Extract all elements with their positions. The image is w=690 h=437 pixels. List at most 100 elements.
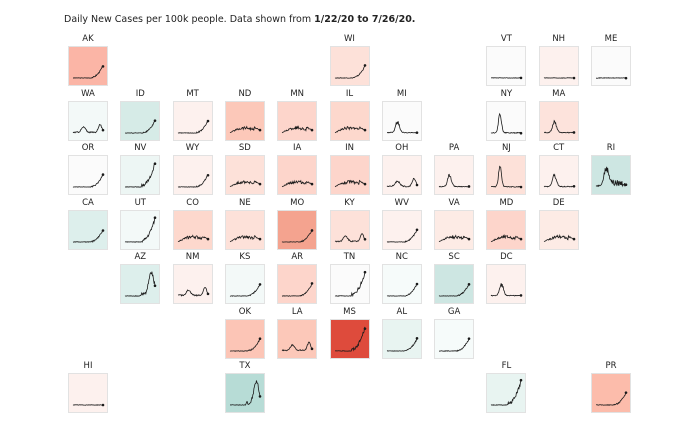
sparkline-endpoint [624,183,628,187]
sparkline-chart [386,282,419,297]
state-tile-ok: OK [220,305,270,361]
sparkline-path [177,287,208,297]
sparkline-path [72,229,104,243]
state-label: CA [82,197,94,208]
sparkline-endpoint [258,395,262,398]
state-label: CT [553,143,565,153]
sparkline-path [282,179,313,188]
sparkline-chart [177,233,209,242]
state-color-box [381,318,422,359]
state-color-box [68,46,108,86]
sparkline-chart [491,233,523,242]
state-tile-ga: GA [429,305,479,361]
state-label: RI [606,143,616,153]
state-tile-ar: AR [272,250,322,306]
state-label: SC [448,252,460,262]
state-label: PR [605,361,617,371]
sparkline-chart [282,124,314,133]
state-color-box [329,155,370,195]
sparkline-path [491,233,522,242]
sparkline-path [386,337,418,352]
sparkline-endpoint [624,391,628,394]
state-label: ME [604,34,618,44]
state-tile-ks: KS [220,250,270,306]
sparkline-path [438,173,470,188]
chart-title-prefix: Daily New Cases per 100k people. Data sh… [64,14,315,25]
sparkline-path [491,380,522,406]
state-label: MS [343,306,356,317]
sparkline-endpoint [363,326,366,330]
state-tile-ny: NY [481,87,531,143]
sparkline-chart [543,173,575,188]
sparkline-path [229,284,261,297]
sparkline-endpoint [153,118,157,122]
sparkline-chart [229,336,262,352]
sparkline-path [386,283,417,297]
state-color-box [120,155,161,195]
sparkline-path [177,233,208,242]
sparkline-endpoint [415,227,419,231]
sparkline-chart [334,179,366,188]
state-label: TN [343,252,356,262]
state-label: CO [186,197,199,208]
state-color-box [277,318,318,359]
state-tile-de: DE [534,196,584,252]
state-color-box [329,100,370,141]
state-color-box [224,155,265,195]
state-label: HI [83,361,93,371]
sparkline-path [229,180,261,188]
state-tile-in: IN [325,141,375,197]
state-tile-ky: KY [325,196,375,252]
state-color-box [486,155,527,195]
sparkline-path [177,120,208,134]
state-label: LA [291,306,303,317]
state-tile-oh: OH [377,141,427,197]
sparkline-endpoint [206,237,209,240]
state-tile-wv: WV [377,196,427,252]
state-color-box [434,318,475,359]
state-tile-nj: NJ [481,141,531,197]
sparkline-endpoint [467,336,471,340]
state-tile-sd: SD [220,141,270,197]
sparkline-path [543,173,574,188]
state-color-box [486,100,527,141]
sparkline-path [177,174,208,188]
sparkline-chart [282,282,314,297]
state-color-box [224,318,265,359]
state-label: MO [290,197,305,208]
state-label: VA [448,197,460,208]
state-tile-ma: MA [534,87,584,143]
chart-title-dates: 1/22/20 to 7/26/20. [314,14,416,25]
sparkline-path [334,232,365,242]
sparkline-chart [386,227,419,243]
sparkline-chart [491,112,523,135]
sparkline-path [125,217,156,243]
state-tile-md: MD [481,196,531,252]
sparkline-chart [177,119,209,134]
state-color-box [434,264,475,304]
sparkline-chart [281,341,314,351]
state-label: DE [552,197,565,208]
state-tile-ri: RI [586,141,636,197]
state-label: IN [345,143,354,153]
state-color-box [591,155,631,195]
state-tile-ia: IA [272,141,322,197]
state-label: NC [395,252,408,262]
state-tile-or: OR [63,141,113,197]
sparkline-endpoint [467,283,471,286]
sparkline-chart [491,165,523,189]
sparkline-endpoint [153,162,157,165]
sparkline-endpoint [101,173,105,176]
sparkline-path [439,338,470,352]
sparkline-path [125,163,156,188]
state-tile-tn: TN [325,250,375,306]
state-color-box [381,264,422,304]
sparkline-endpoint [101,128,105,131]
state-label: VT [500,34,512,44]
sparkline-path [282,283,313,297]
sparkline-chart [491,76,523,80]
state-label: KS [239,252,251,262]
state-color-box [381,100,422,141]
state-label: AZ [134,252,147,262]
sparkline-endpoint [467,237,471,240]
